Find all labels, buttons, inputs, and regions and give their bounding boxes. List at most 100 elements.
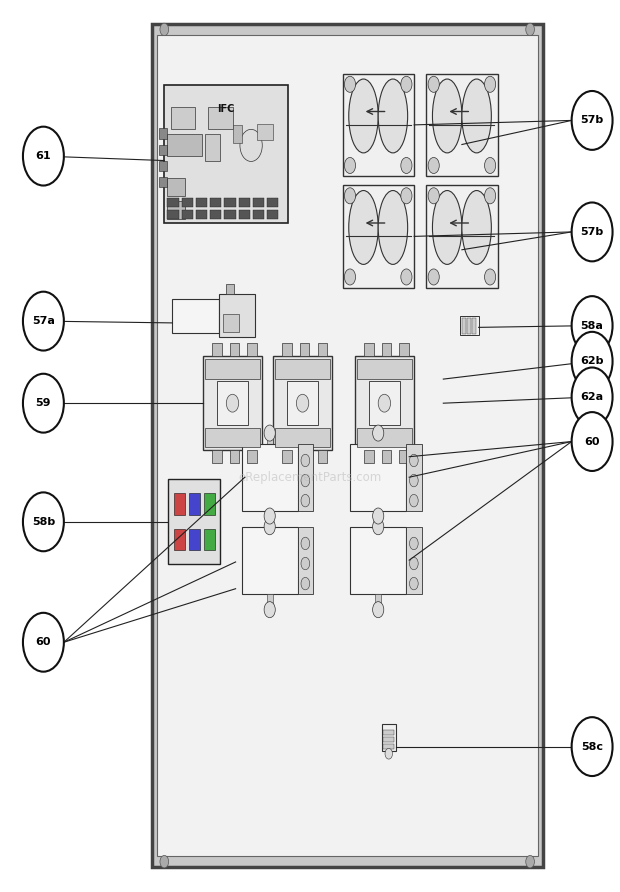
Ellipse shape bbox=[348, 79, 378, 153]
Circle shape bbox=[428, 269, 439, 285]
FancyBboxPatch shape bbox=[164, 85, 288, 223]
FancyBboxPatch shape bbox=[230, 343, 239, 356]
FancyBboxPatch shape bbox=[375, 594, 381, 605]
Text: IFC: IFC bbox=[218, 104, 235, 114]
Circle shape bbox=[572, 332, 613, 391]
FancyBboxPatch shape bbox=[365, 343, 373, 356]
Text: 57b: 57b bbox=[580, 227, 604, 237]
FancyBboxPatch shape bbox=[196, 210, 207, 219]
Circle shape bbox=[485, 269, 496, 285]
Text: 60: 60 bbox=[36, 637, 51, 648]
FancyBboxPatch shape bbox=[342, 186, 414, 287]
FancyBboxPatch shape bbox=[253, 198, 264, 207]
FancyBboxPatch shape bbox=[467, 318, 471, 334]
FancyBboxPatch shape bbox=[427, 74, 497, 177]
Ellipse shape bbox=[348, 191, 378, 264]
Circle shape bbox=[345, 188, 356, 204]
FancyBboxPatch shape bbox=[267, 510, 273, 521]
FancyBboxPatch shape bbox=[239, 210, 250, 219]
FancyBboxPatch shape bbox=[217, 381, 248, 425]
FancyBboxPatch shape bbox=[159, 128, 167, 139]
FancyBboxPatch shape bbox=[159, 177, 167, 187]
FancyBboxPatch shape bbox=[172, 299, 219, 333]
FancyBboxPatch shape bbox=[247, 450, 257, 464]
FancyBboxPatch shape bbox=[174, 493, 185, 515]
Circle shape bbox=[385, 748, 392, 759]
FancyBboxPatch shape bbox=[275, 359, 330, 378]
FancyBboxPatch shape bbox=[300, 450, 309, 464]
FancyBboxPatch shape bbox=[242, 526, 298, 594]
FancyBboxPatch shape bbox=[317, 343, 327, 356]
Circle shape bbox=[572, 717, 613, 776]
FancyBboxPatch shape bbox=[170, 107, 195, 129]
Text: 58b: 58b bbox=[32, 516, 55, 527]
FancyBboxPatch shape bbox=[224, 210, 236, 219]
FancyBboxPatch shape bbox=[365, 450, 373, 464]
Text: eReplacementParts.com: eReplacementParts.com bbox=[238, 471, 382, 483]
Circle shape bbox=[409, 454, 418, 467]
Circle shape bbox=[526, 855, 534, 868]
FancyBboxPatch shape bbox=[152, 24, 542, 867]
FancyBboxPatch shape bbox=[375, 433, 381, 443]
Text: 62a: 62a bbox=[580, 392, 604, 402]
FancyBboxPatch shape bbox=[196, 198, 207, 207]
Circle shape bbox=[526, 23, 534, 36]
FancyBboxPatch shape bbox=[375, 510, 381, 521]
FancyBboxPatch shape bbox=[205, 427, 260, 447]
Circle shape bbox=[409, 558, 418, 570]
FancyBboxPatch shape bbox=[230, 450, 239, 464]
Circle shape bbox=[401, 77, 412, 93]
FancyBboxPatch shape bbox=[167, 480, 221, 565]
FancyBboxPatch shape bbox=[267, 594, 273, 605]
FancyBboxPatch shape bbox=[462, 318, 466, 334]
FancyBboxPatch shape bbox=[472, 318, 476, 334]
FancyBboxPatch shape bbox=[189, 493, 200, 515]
FancyBboxPatch shape bbox=[342, 74, 414, 177]
FancyBboxPatch shape bbox=[224, 198, 236, 207]
Circle shape bbox=[301, 558, 310, 570]
FancyBboxPatch shape bbox=[399, 343, 409, 356]
FancyBboxPatch shape bbox=[226, 284, 234, 294]
FancyBboxPatch shape bbox=[167, 198, 179, 207]
FancyBboxPatch shape bbox=[203, 493, 215, 515]
Circle shape bbox=[409, 494, 418, 507]
FancyBboxPatch shape bbox=[375, 516, 381, 526]
Circle shape bbox=[378, 394, 391, 412]
Circle shape bbox=[264, 518, 275, 535]
FancyBboxPatch shape bbox=[210, 210, 221, 219]
Circle shape bbox=[264, 508, 275, 524]
Circle shape bbox=[226, 394, 239, 412]
FancyBboxPatch shape bbox=[275, 427, 330, 447]
FancyBboxPatch shape bbox=[210, 198, 221, 207]
Text: 62b: 62b bbox=[580, 356, 604, 367]
FancyBboxPatch shape bbox=[283, 343, 292, 356]
Circle shape bbox=[23, 292, 64, 351]
FancyBboxPatch shape bbox=[157, 35, 538, 856]
Circle shape bbox=[572, 412, 613, 471]
Circle shape bbox=[485, 188, 496, 204]
Circle shape bbox=[345, 77, 356, 93]
FancyBboxPatch shape bbox=[219, 294, 255, 337]
Ellipse shape bbox=[378, 191, 408, 264]
FancyBboxPatch shape bbox=[369, 381, 400, 425]
Circle shape bbox=[572, 368, 613, 426]
FancyBboxPatch shape bbox=[317, 450, 327, 464]
Text: 60: 60 bbox=[584, 436, 600, 447]
FancyBboxPatch shape bbox=[267, 516, 273, 526]
FancyBboxPatch shape bbox=[167, 201, 185, 219]
Circle shape bbox=[485, 157, 496, 173]
Circle shape bbox=[428, 157, 439, 173]
Circle shape bbox=[373, 601, 384, 618]
FancyBboxPatch shape bbox=[159, 145, 167, 155]
FancyBboxPatch shape bbox=[350, 443, 406, 510]
Ellipse shape bbox=[462, 191, 491, 264]
FancyBboxPatch shape bbox=[167, 134, 202, 156]
FancyBboxPatch shape bbox=[399, 450, 409, 464]
Circle shape bbox=[23, 127, 64, 186]
FancyBboxPatch shape bbox=[427, 186, 497, 287]
Circle shape bbox=[345, 157, 356, 173]
FancyBboxPatch shape bbox=[174, 529, 185, 550]
FancyBboxPatch shape bbox=[406, 443, 422, 510]
FancyBboxPatch shape bbox=[212, 343, 222, 356]
Circle shape bbox=[264, 425, 275, 442]
